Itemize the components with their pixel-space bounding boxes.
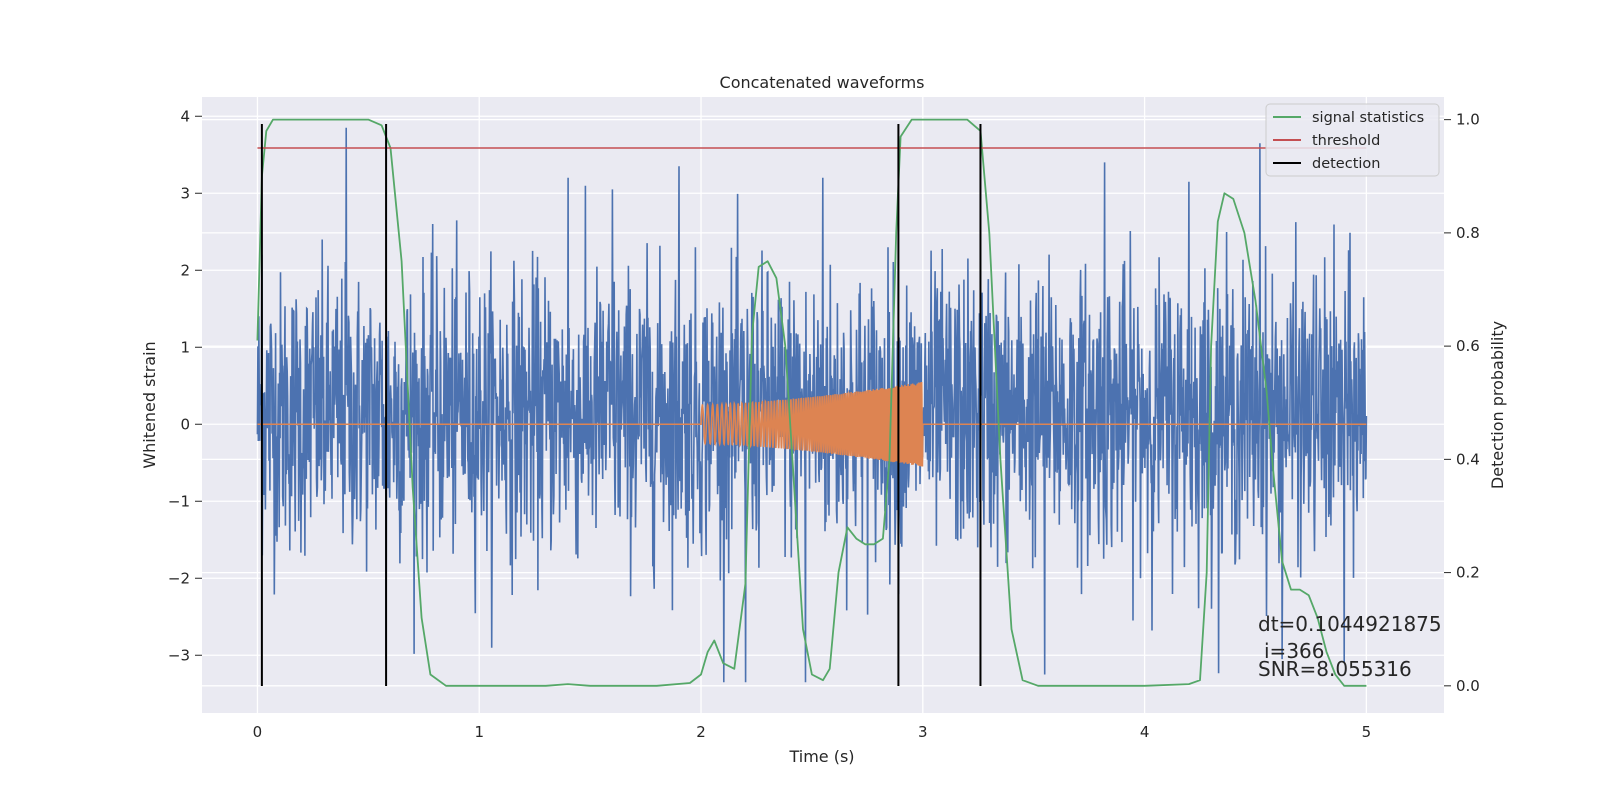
x-tick-label: 3 xyxy=(918,723,928,741)
y-tick-label: 1 xyxy=(180,338,190,356)
y2-tick-label: 0.6 xyxy=(1456,337,1480,355)
signal-statistics-line xyxy=(256,118,1367,687)
y-tick-label: −3 xyxy=(168,646,190,664)
y-axis-label: Whitened strain xyxy=(140,341,159,468)
secondary-y-axis-label: Detection probability xyxy=(1488,321,1507,489)
annotation-text: i=366 xyxy=(1264,639,1325,663)
x-tick-label: 5 xyxy=(1362,723,1372,741)
legend: signal statistics threshold detection xyxy=(1265,103,1440,177)
y-tick-label: −1 xyxy=(168,492,190,510)
y2-tick-label: 0.4 xyxy=(1456,450,1480,468)
legend-label: signal statistics xyxy=(1312,110,1424,126)
legend-box xyxy=(1265,103,1440,177)
secondary-y-axis-ticks: 0.0 0.2 0.4 0.6 0.8 1.0 xyxy=(1444,111,1480,695)
annotation-text: dt=0.1044921875 xyxy=(1258,612,1442,636)
y2-tick-label: 1.0 xyxy=(1456,111,1480,129)
x-tick-label: 1 xyxy=(474,723,484,741)
x-tick-label: 4 xyxy=(1140,723,1150,741)
x-axis-label: Time (s) xyxy=(788,747,854,766)
chart-title: Concatenated waveforms xyxy=(720,73,925,92)
injection-line xyxy=(257,382,1367,467)
y-tick-label: −2 xyxy=(168,569,190,587)
legend-label: threshold xyxy=(1312,133,1380,149)
y2-tick-label: 0.0 xyxy=(1456,677,1480,695)
y-tick-label: 0 xyxy=(180,415,190,433)
x-tick-label: 2 xyxy=(696,723,706,741)
y-tick-label: 2 xyxy=(180,261,190,279)
y-tick-label: 3 xyxy=(180,184,190,202)
detection-overlay xyxy=(256,118,1367,687)
y2-tick-label: 0.8 xyxy=(1456,224,1480,242)
injection-series xyxy=(257,382,1367,467)
x-tick-label: 0 xyxy=(253,723,263,741)
annotation-text: SNR=8.055316 xyxy=(1258,657,1412,681)
y-axis-ticks: −3 −2 −1 0 1 2 3 4 xyxy=(168,107,202,664)
x-axis-ticks: 0 1 2 3 4 5 xyxy=(253,723,1371,741)
legend-label: detection xyxy=(1312,156,1380,172)
y2-tick-label: 0.2 xyxy=(1456,564,1480,582)
y-tick-label: 4 xyxy=(180,107,190,125)
